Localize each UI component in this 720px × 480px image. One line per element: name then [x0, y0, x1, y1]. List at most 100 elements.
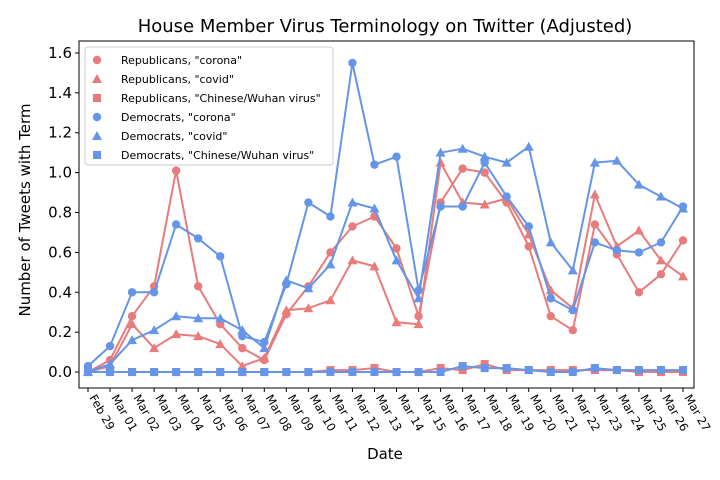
legend-box [84, 46, 334, 166]
data-point [326, 248, 335, 257]
y-tick-label: 1.2 [48, 124, 72, 142]
data-point [282, 368, 291, 377]
data-point [128, 368, 137, 377]
y-axis-title: Number of Tweets with Term [16, 103, 34, 316]
y-tick-label: 1.6 [48, 44, 72, 62]
data-point [237, 361, 248, 371]
data-point [193, 331, 204, 341]
data-point [457, 143, 468, 153]
series-line [87, 161, 684, 373]
data-point [501, 157, 512, 167]
data-point [260, 368, 269, 377]
data-point [171, 166, 181, 175]
data-point [326, 368, 335, 377]
y-tick-label: 0.0 [48, 363, 72, 381]
y-tick-label: 0.4 [48, 283, 72, 301]
data-point [193, 234, 203, 243]
data-point [633, 179, 644, 189]
data-point [348, 222, 357, 231]
y-tick-label: 0.8 [48, 204, 72, 222]
data-point [546, 294, 555, 303]
data-point [348, 368, 357, 377]
y-tick-label: 0.6 [48, 243, 72, 261]
data-point [590, 364, 599, 373]
data-point [303, 303, 314, 313]
data-point [259, 353, 270, 363]
data-point [502, 364, 511, 373]
series-4 [83, 141, 688, 377]
data-point [655, 255, 666, 265]
data-point [392, 152, 401, 161]
data-point [633, 225, 644, 235]
data-point [611, 155, 622, 165]
data-point [105, 341, 115, 351]
data-point [370, 368, 379, 377]
data-point [480, 168, 489, 177]
data-point [348, 58, 357, 68]
data-point [678, 203, 688, 213]
data-point [304, 198, 313, 207]
data-point [347, 255, 358, 265]
data-point [413, 319, 424, 329]
data-point [150, 368, 159, 377]
data-point [127, 312, 137, 321]
data-point [656, 238, 666, 247]
data-point [326, 212, 335, 221]
data-point [655, 191, 666, 201]
legend-label: Republicans, "Chinese/Wuhan virus" [121, 92, 321, 105]
data-point [524, 366, 533, 375]
data-point [215, 339, 226, 349]
data-point [149, 288, 159, 297]
data-point [369, 261, 380, 271]
data-point [237, 325, 248, 335]
data-point [392, 368, 401, 377]
data-point [678, 271, 688, 281]
legend-label: Democrats, "covid" [121, 130, 227, 143]
legend-label: Democrats, "corona" [121, 111, 236, 124]
y-tick-label: 0.2 [48, 323, 72, 341]
chart-title: House Member Virus Terminology on Twitte… [138, 16, 633, 37]
legend: Republicans, "corona" Republicans, "covid… [84, 46, 334, 166]
data-point [149, 343, 160, 353]
data-point [216, 252, 225, 261]
data-point [127, 319, 138, 329]
data-point [589, 157, 600, 167]
legend-label: Republicans, "corona" [121, 54, 242, 67]
data-point [370, 160, 379, 169]
data-point [281, 305, 292, 315]
series-line [88, 365, 683, 373]
data-point [589, 189, 600, 199]
data-point [458, 164, 467, 173]
data-point [678, 236, 688, 245]
data-point [634, 366, 643, 375]
data-point [567, 265, 578, 275]
data-point [656, 366, 665, 375]
data-point [479, 199, 490, 209]
data-point [458, 362, 467, 371]
plot-frame [78, 40, 695, 389]
data-point [523, 141, 534, 151]
data-point [545, 237, 556, 247]
data-point [84, 368, 92, 377]
legend-marker [92, 74, 102, 83]
data-point [634, 288, 644, 297]
data-point [172, 368, 181, 377]
series-line [87, 145, 684, 373]
data-point [391, 317, 402, 327]
data-point [435, 147, 446, 157]
series-5 [84, 362, 687, 377]
data-point [193, 313, 204, 323]
data-point [391, 255, 402, 265]
data-point [458, 202, 467, 211]
data-point [193, 282, 203, 291]
data-point [369, 203, 380, 213]
data-point [546, 312, 555, 321]
data-point [238, 368, 247, 377]
data-point [634, 248, 644, 257]
legend-marker [93, 151, 101, 159]
data-point [568, 306, 578, 315]
data-point [303, 283, 314, 293]
series-line [87, 61, 684, 367]
data-point [171, 329, 182, 339]
